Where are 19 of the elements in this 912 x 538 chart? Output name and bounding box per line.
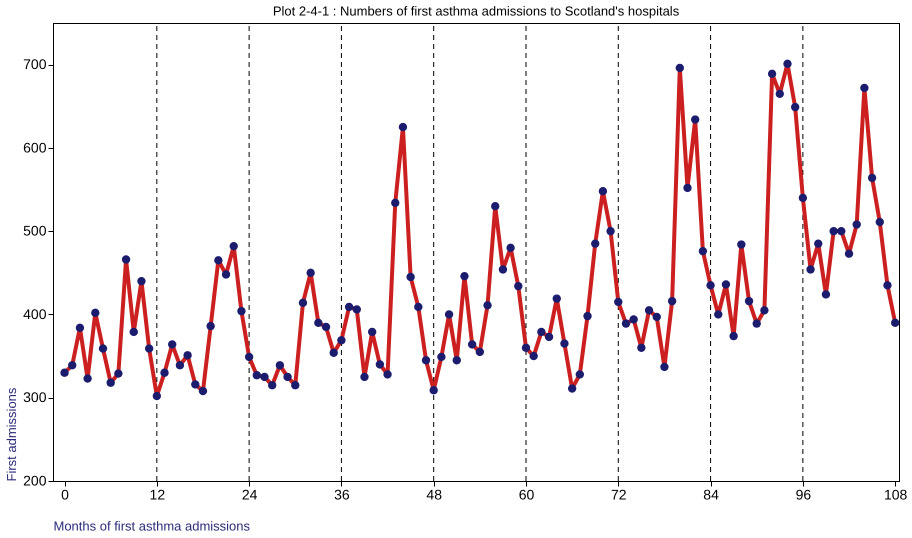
chart-title: Plot 2-4-1 : Numbers of first asthma admissions to Scotland's hospitals: [272, 4, 680, 18]
x-tick-label: 12: [150, 486, 166, 502]
y-tick-label: 700: [23, 56, 47, 72]
x-tick-label: 84: [703, 486, 720, 502]
x-tick-label: 72: [610, 486, 627, 502]
x-tick-label: 96: [796, 486, 812, 502]
x-tick-label: 60: [518, 486, 534, 502]
x-tick-label: 108: [884, 486, 908, 502]
x-axis-title: Months of first asthma admissions: [54, 518, 251, 534]
y-tick-label: 500: [23, 222, 47, 239]
x-tick-label: 36: [334, 486, 350, 502]
y-tick-label: 200: [23, 472, 47, 488]
y-tick-label: 400: [23, 306, 47, 322]
y-tick-label: 600: [23, 139, 47, 156]
y-tick-label: 300: [23, 389, 47, 406]
y-axis-title: First admissions: [4, 387, 20, 482]
x-tick-label: 24: [242, 486, 258, 502]
x-tick-label: 0: [61, 486, 70, 502]
x-tick-label: 48: [426, 486, 442, 502]
